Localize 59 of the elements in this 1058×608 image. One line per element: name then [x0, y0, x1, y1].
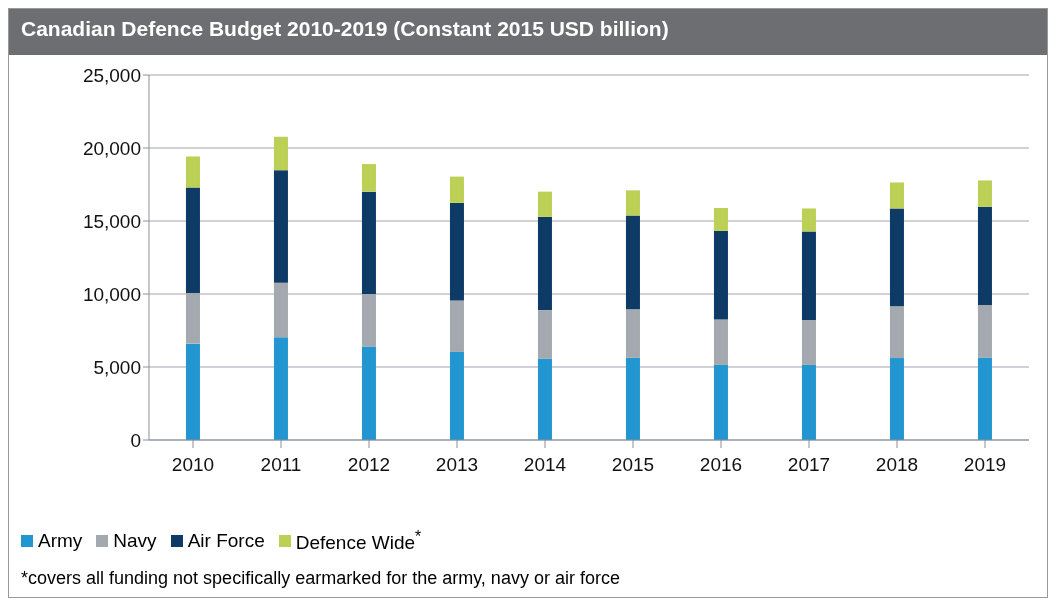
bar — [801, 231, 816, 320]
bar — [801, 364, 816, 440]
bar — [449, 176, 464, 203]
bar — [713, 364, 728, 440]
bar — [537, 216, 552, 311]
legend-label: Defence Wide$^{*}$ — [295, 527, 422, 554]
legend-label: Army — [38, 529, 83, 552]
bar — [273, 337, 288, 440]
bar — [801, 319, 816, 365]
bar — [977, 180, 992, 207]
bar — [537, 191, 552, 217]
bar — [449, 300, 464, 352]
bar — [713, 208, 728, 231]
y-tick-label: 20,000 — [82, 137, 141, 159]
x-tick-label: 2017 — [787, 454, 831, 476]
bar — [361, 191, 376, 294]
bar — [625, 190, 640, 216]
bar — [537, 310, 552, 359]
bar — [273, 136, 288, 171]
x-tick-label: 2016 — [699, 454, 743, 476]
bar — [625, 309, 640, 358]
bar — [361, 164, 376, 192]
bar — [889, 306, 904, 359]
y-tick-label: 15,000 — [82, 210, 141, 232]
y-tick-label: 25,000 — [82, 64, 141, 86]
legend-label: Air Force — [187, 529, 265, 552]
bar — [977, 304, 992, 358]
bar — [977, 357, 992, 440]
y-tick-label: 5,000 — [93, 356, 141, 378]
bar — [889, 358, 904, 440]
x-tick-label: 2011 — [260, 454, 302, 476]
bar — [713, 319, 728, 365]
x-tick-label: 2010 — [171, 454, 215, 476]
x-tick-label: 2012 — [347, 454, 391, 476]
bar — [185, 343, 200, 440]
bar — [273, 170, 288, 283]
bar — [361, 346, 376, 440]
bar — [449, 351, 464, 440]
chart-title: Canadian Defence Budget 2010-2019 (Constant 2015 USD billion) — [9, 9, 1047, 55]
bar — [713, 230, 728, 320]
bar — [185, 156, 200, 188]
x-tick-label: 2019 — [963, 454, 1007, 476]
bar — [889, 182, 904, 209]
bar — [185, 187, 200, 293]
x-tick-label: 2013 — [435, 454, 479, 476]
bar — [977, 206, 992, 305]
bar — [801, 208, 816, 232]
bar — [889, 208, 904, 307]
text: *covers all funding not specifically earmarked for the army, navy or air force — [21, 568, 621, 589]
bar — [449, 202, 464, 301]
x-tick-label: 2018 — [875, 454, 919, 476]
y-tick-label: 0 — [130, 429, 141, 451]
bar — [537, 358, 552, 440]
y-tick-label: 10,000 — [82, 283, 141, 305]
x-tick-label: 2015 — [611, 454, 655, 476]
x-tick-label: 2014 — [523, 454, 567, 476]
legend-label: Navy — [113, 529, 157, 552]
bar — [625, 215, 640, 310]
bar — [625, 357, 640, 440]
